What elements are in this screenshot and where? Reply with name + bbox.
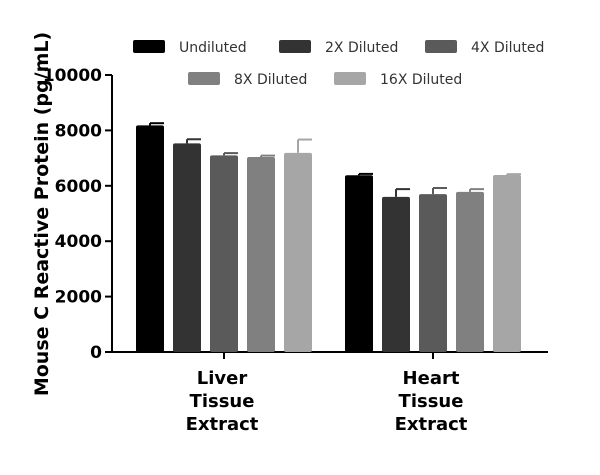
y-tick-label: 0: [90, 343, 102, 363]
category-label: Tissue: [399, 391, 464, 412]
bars: [136, 125, 521, 352]
category-label: Tissue: [190, 391, 255, 412]
category-label: Extract: [186, 414, 259, 435]
category-label: Heart: [403, 368, 460, 389]
legend-swatch: [133, 40, 165, 53]
y-tick-label: 2000: [55, 288, 102, 308]
legend-label: 8X Diluted: [234, 72, 307, 88]
legend-swatch: [188, 72, 220, 85]
category-label: Extract: [395, 414, 468, 435]
legend: Undiluted 2X Diluted 4X Diluted 8X Diluted 1…: [133, 40, 544, 88]
error-bars: [149, 122, 521, 197]
legend-swatch: [425, 40, 457, 53]
legend-swatch: [334, 72, 366, 85]
bar: [247, 156, 275, 352]
legend-label: 16X Diluted: [380, 72, 462, 88]
bar: [456, 191, 484, 352]
bar: [210, 155, 238, 352]
bar: [419, 194, 447, 352]
bar: [382, 196, 410, 352]
y-tick-label: 8000: [55, 121, 102, 141]
bar: [345, 175, 373, 352]
y-tick-label: 6000: [55, 177, 102, 197]
legend-label: 4X Diluted: [471, 40, 544, 56]
y-tick-label: 4000: [55, 232, 102, 252]
bar: [493, 174, 521, 352]
bar: [136, 125, 164, 352]
y-tick-label: 10000: [43, 66, 102, 86]
legend-label: Undiluted: [179, 40, 247, 56]
bar: [284, 152, 312, 352]
y-axis-title: Mouse C Reactive Protein (pg/mL): [31, 32, 53, 396]
bar: [173, 143, 201, 352]
category-label: Liver: [197, 368, 248, 389]
legend-label: 2X Diluted: [325, 40, 398, 56]
legend-swatch: [279, 40, 311, 53]
